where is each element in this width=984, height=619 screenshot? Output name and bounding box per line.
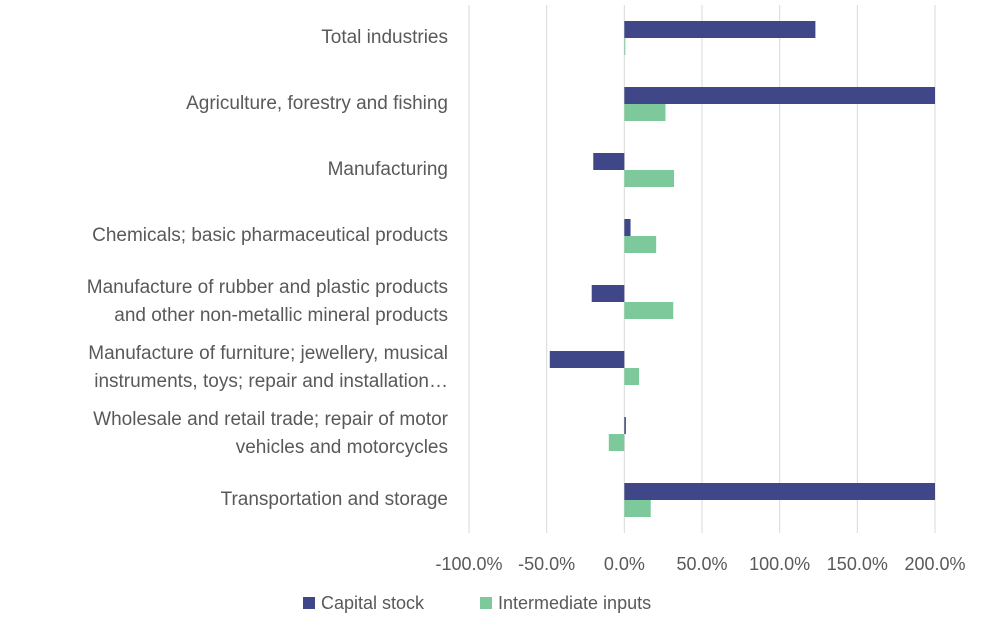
- bar: [608, 434, 625, 451]
- y-tick-label: Manufacture of rubber and plastic produc…: [87, 277, 448, 326]
- legend-label: Capital stock: [321, 593, 425, 613]
- bar: [624, 302, 674, 319]
- y-tick-label: Manufacturing: [328, 159, 448, 180]
- legend-label: Intermediate inputs: [498, 593, 651, 613]
- bar: [624, 87, 935, 104]
- label-line: Agriculture, forestry and fishing: [186, 93, 448, 114]
- label-line: Manufacture of rubber and plastic produc…: [87, 277, 448, 298]
- x-tick-label: -100.0%: [435, 554, 502, 574]
- legend-swatch: [480, 597, 492, 609]
- bar: [549, 351, 625, 368]
- bar: [624, 21, 816, 38]
- y-tick-label: Agriculture, forestry and fishing: [186, 93, 448, 114]
- label-line: Chemicals; basic pharmaceutical products: [92, 225, 448, 246]
- bar: [624, 500, 651, 517]
- bar: [624, 219, 631, 236]
- label-line: vehicles and motorcycles: [236, 437, 448, 458]
- bar: [593, 153, 625, 170]
- x-tick-label: -50.0%: [518, 554, 575, 574]
- bar: [624, 170, 675, 187]
- x-tick-label: 50.0%: [676, 554, 727, 574]
- y-tick-label: Transportation and storage: [221, 489, 448, 510]
- label-line: Manufacture of furniture; jewellery, mus…: [88, 343, 448, 364]
- label-line: Transportation and storage: [221, 489, 448, 510]
- legend-swatch: [303, 597, 315, 609]
- label-line: Wholesale and retail trade; repair of mo…: [93, 409, 449, 430]
- bar: [624, 236, 657, 253]
- label-line: and other non-metallic mineral products: [114, 305, 448, 326]
- y-tick-label: Total industries: [321, 27, 448, 48]
- bar: [624, 483, 935, 500]
- x-tick-label: 150.0%: [827, 554, 888, 574]
- bar: [624, 417, 626, 434]
- label-line: Total industries: [321, 27, 448, 48]
- label-line: Manufacturing: [328, 159, 448, 180]
- x-tick-label: 100.0%: [749, 554, 810, 574]
- x-tick-label: 0.0%: [604, 554, 645, 574]
- bar: [591, 285, 625, 302]
- label-line: instruments, toys; repair and installati…: [94, 371, 448, 392]
- y-tick-label: Wholesale and retail trade; repair of mo…: [93, 409, 449, 458]
- x-tick-label: 200.0%: [904, 554, 965, 574]
- bar: [624, 38, 626, 55]
- bar: [624, 104, 666, 121]
- y-tick-label: Manufacture of furniture; jewellery, mus…: [88, 343, 448, 392]
- y-tick-label: Chemicals; basic pharmaceutical products: [92, 225, 448, 246]
- bar: [624, 368, 640, 385]
